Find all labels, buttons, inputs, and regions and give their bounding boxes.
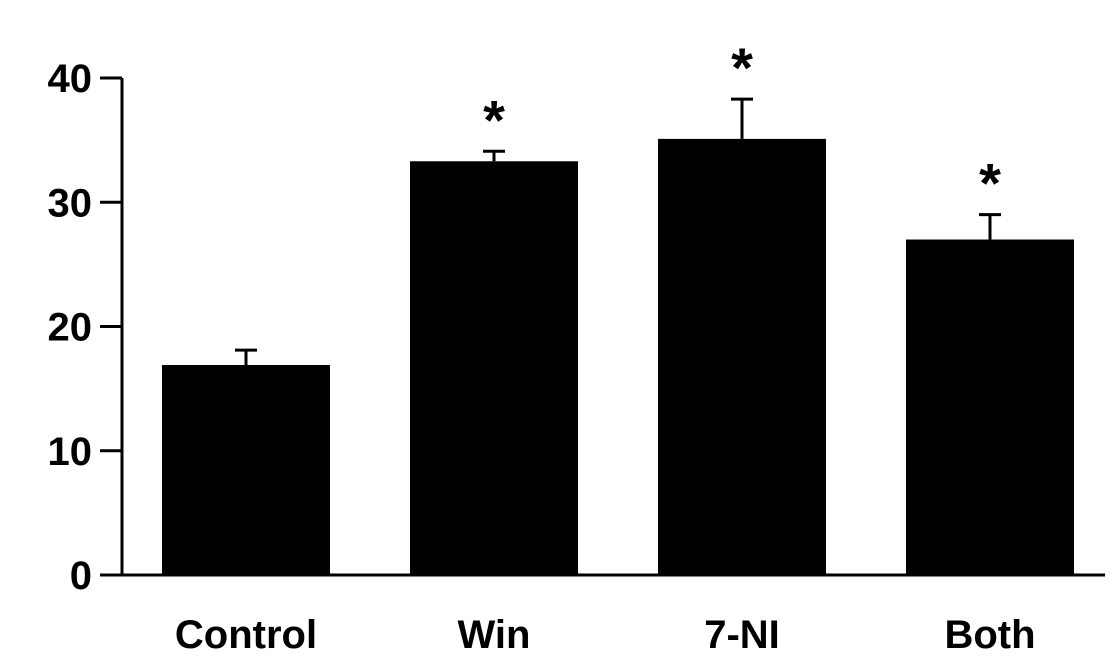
bar-both — [906, 239, 1074, 575]
y-axis: 0 10 20 30 40 — [48, 57, 124, 598]
significance-asterisk: * — [979, 152, 1001, 215]
error-bars — [235, 97, 1001, 366]
x-tick-label: Win — [458, 613, 531, 657]
bars — [162, 138, 1074, 575]
y-tick-label: 30 — [48, 181, 93, 225]
significance-asterisk: * — [483, 88, 505, 151]
x-tick-label: 7-NI — [704, 613, 780, 657]
bar-7-ni — [658, 138, 826, 575]
y-tick-label: 40 — [48, 57, 93, 101]
x-axis: Control Win 7-NI Both — [122, 573, 1105, 657]
x-tick-label: Control — [175, 613, 317, 657]
significance-asterisk: * — [731, 36, 753, 99]
y-tick-label: 0 — [70, 554, 92, 598]
y-tick-label: 10 — [48, 430, 93, 474]
significance-markers: * * * — [483, 36, 1001, 215]
x-tick-label: Both — [944, 613, 1035, 657]
bar-control — [162, 365, 330, 575]
y-tick-label: 20 — [48, 306, 93, 350]
bar-win — [410, 161, 578, 575]
